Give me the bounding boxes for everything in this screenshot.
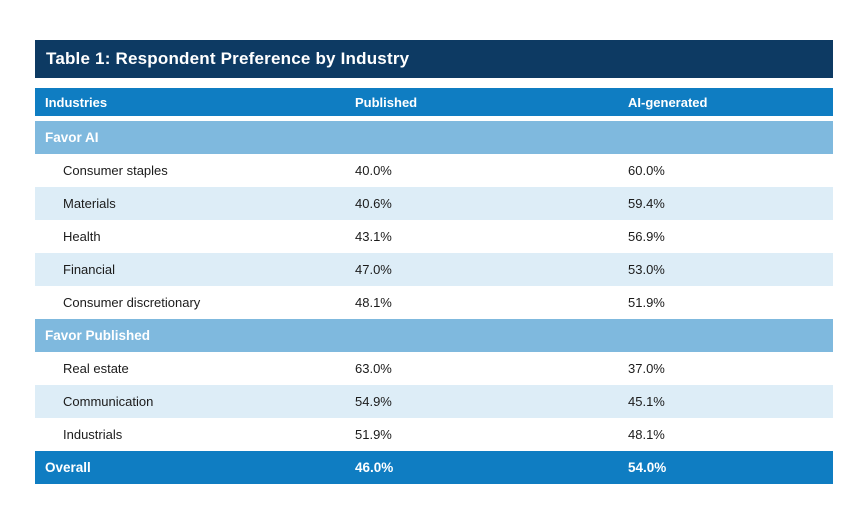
ai-generated-value: 59.4% [628, 196, 665, 211]
overall-label: Overall [45, 460, 91, 475]
published-value: 63.0% [355, 361, 392, 376]
section-label: Favor Published [45, 328, 151, 343]
ai-generated-value: 37.0% [628, 361, 665, 376]
industry-label: Health [63, 229, 101, 244]
overall-ai-generated-value: 54.0% [628, 460, 667, 475]
table-row: Communication 54.9% 45.1% [35, 385, 833, 418]
published-value: 40.6% [355, 196, 392, 211]
ai-generated-value: 51.9% [628, 295, 665, 310]
section-header-favor-ai: Favor AI [35, 121, 833, 154]
industry-label: Industrials [63, 427, 123, 442]
published-value: 48.1% [355, 295, 392, 310]
ai-generated-value: 45.1% [628, 394, 665, 409]
section-header-favor-published: Favor Published [35, 319, 833, 352]
respondent-preference-table: Table 1: Respondent Preference by Indust… [35, 40, 833, 484]
table-row: Consumer staples 40.0% 60.0% [35, 154, 833, 187]
table-title: Table 1: Respondent Preference by Indust… [46, 49, 410, 68]
industry-label: Financial [63, 262, 116, 277]
section-label: Favor AI [45, 130, 99, 145]
ai-generated-value: 53.0% [628, 262, 665, 277]
published-value: 54.9% [355, 394, 392, 409]
industry-label: Consumer staples [63, 163, 168, 178]
industry-label: Consumer discretionary [63, 295, 201, 310]
table-row: Materials 40.6% 59.4% [35, 187, 833, 220]
table-row: Consumer discretionary 48.1% 51.9% [35, 286, 833, 319]
published-value: 43.1% [355, 229, 392, 244]
table-header-row: Industries Published AI-generated [35, 88, 833, 116]
table-title-bar: Table 1: Respondent Preference by Indust… [35, 40, 833, 78]
column-header-published: Published [355, 94, 418, 110]
ai-generated-value: 48.1% [628, 427, 665, 442]
industry-label: Communication [63, 394, 154, 409]
industry-label: Real estate [63, 361, 129, 376]
overall-row: Overall 46.0% 54.0% [35, 451, 833, 484]
published-value: 40.0% [355, 163, 392, 178]
table-row: Industrials 51.9% 48.1% [35, 418, 833, 451]
table-row: Real estate 63.0% 37.0% [35, 352, 833, 385]
column-header-ai-generated: AI-generated [628, 94, 708, 110]
published-value: 47.0% [355, 262, 392, 277]
ai-generated-value: 60.0% [628, 163, 665, 178]
table-row: Financial 47.0% 53.0% [35, 253, 833, 286]
table-row: Health 43.1% 56.9% [35, 220, 833, 253]
industry-label: Materials [63, 196, 116, 211]
overall-published-value: 46.0% [355, 460, 394, 475]
column-header-industries: Industries [45, 94, 108, 110]
ai-generated-value: 56.9% [628, 229, 665, 244]
published-value: 51.9% [355, 427, 392, 442]
